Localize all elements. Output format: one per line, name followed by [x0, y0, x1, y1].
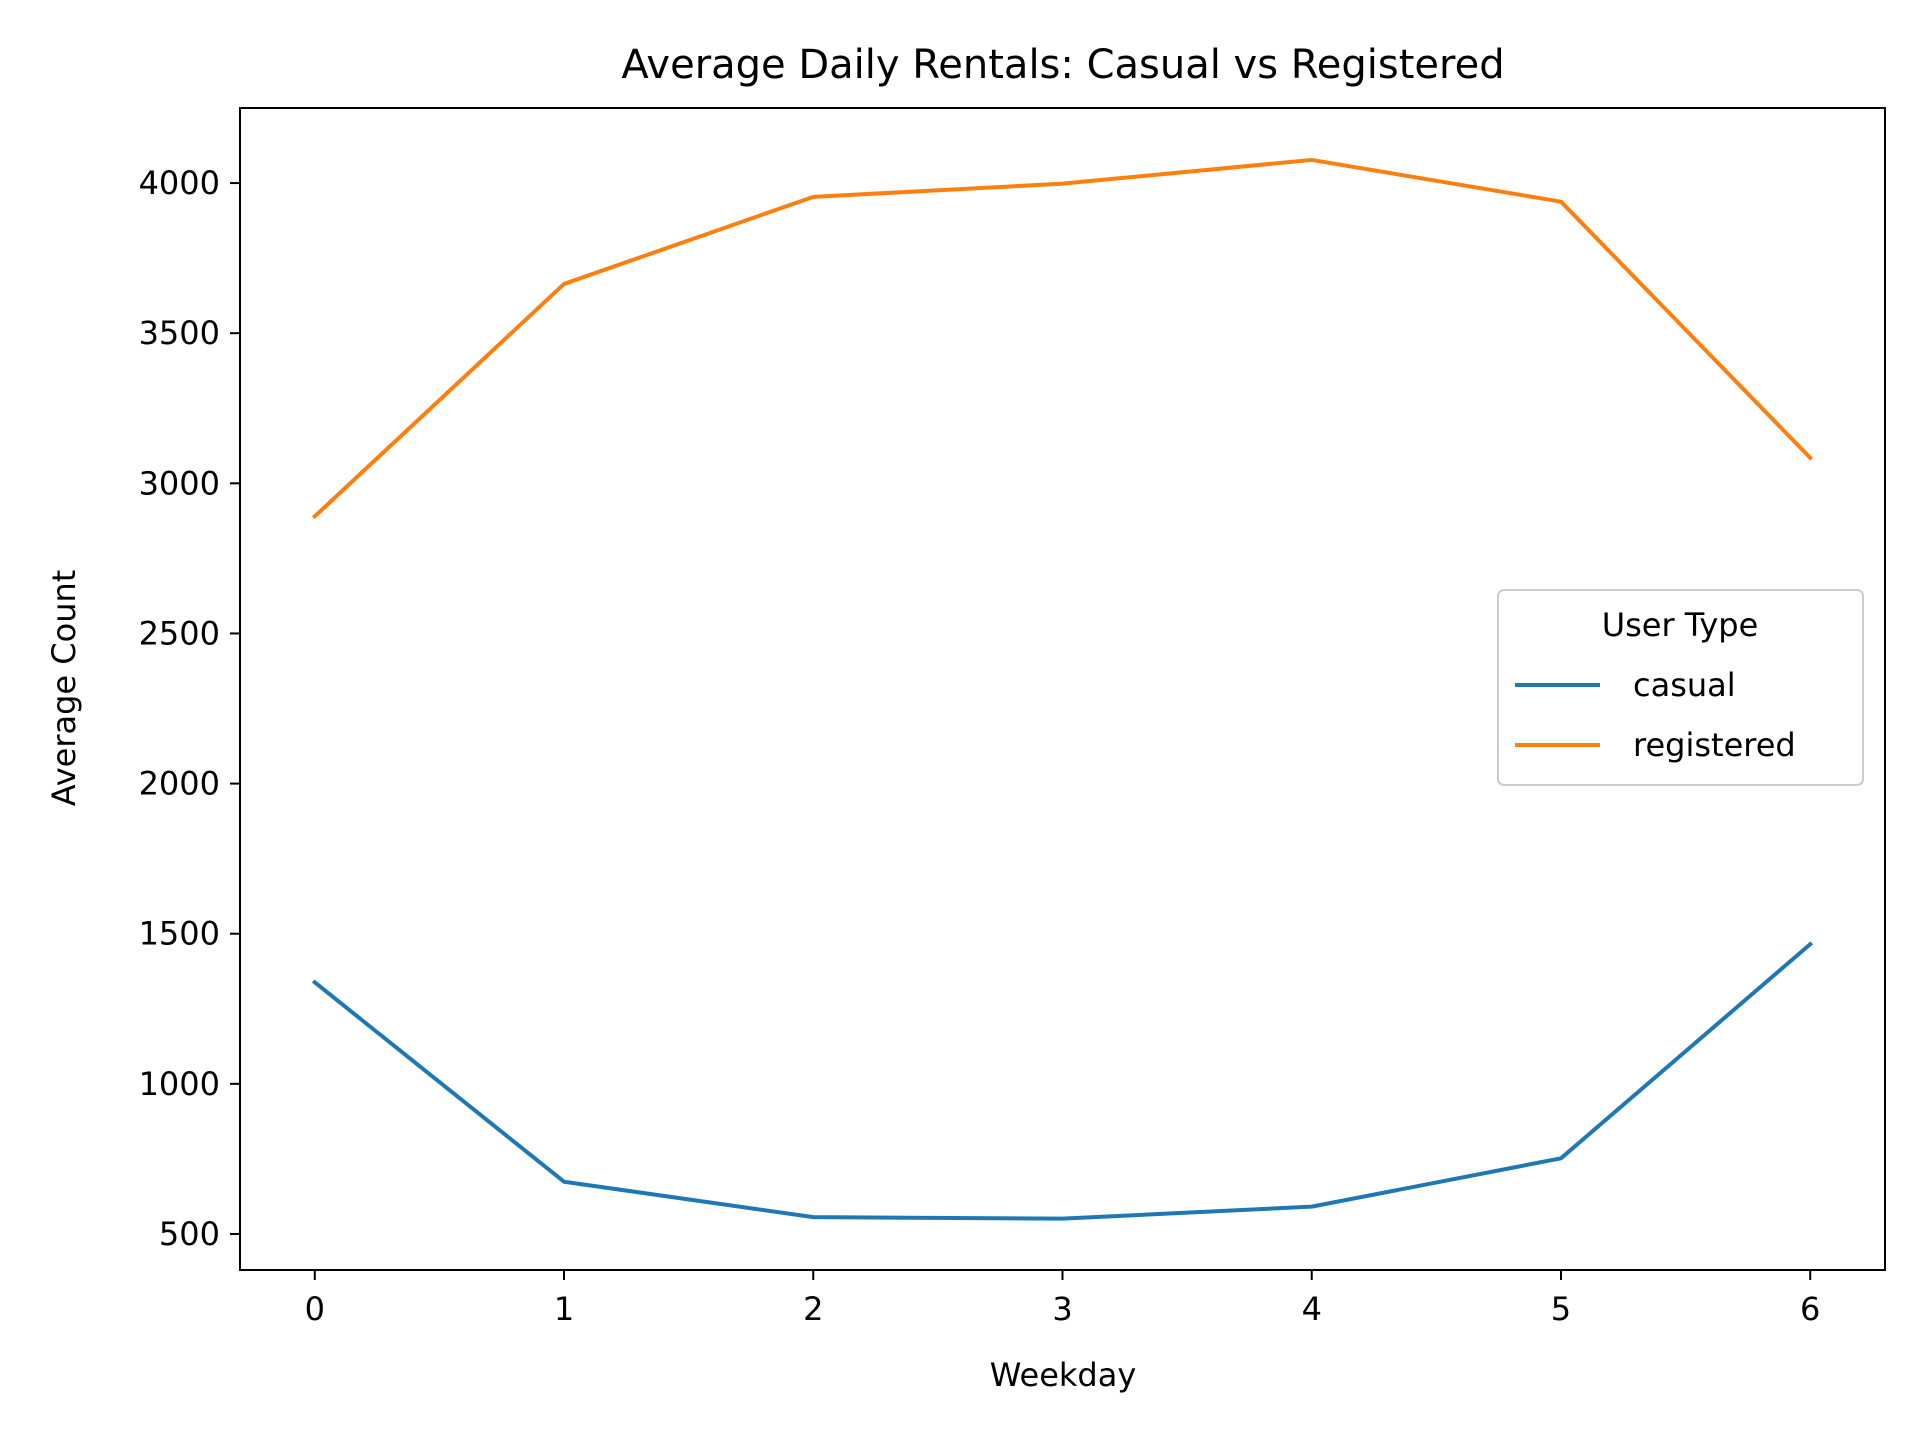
data-point-casual-5 [1560, 1158, 1561, 1159]
chart-title: Average Daily Rentals: Casual vs Registe… [621, 42, 1504, 88]
series-line-casual [311, 941, 1814, 1221]
data-point-casual-1 [564, 1181, 565, 1182]
x-tick-label: 5 [1551, 1290, 1571, 1328]
data-point-casual-6 [1810, 944, 1811, 945]
legend-label-casual: casual [1633, 666, 1736, 704]
y-axis-title: Average Count [45, 570, 83, 807]
plot-area: 0 1 2 3 4 5 6 500 1000 1500 2000 2500 3000 3500 4000 [139, 107, 1886, 1328]
x-axis-title: Weekday [990, 1356, 1137, 1394]
data-point-registered-1 [564, 283, 565, 284]
legend-label-registered: registered [1633, 726, 1796, 764]
y-tick-label: 3000 [139, 464, 220, 502]
x-tick-label: 3 [1052, 1290, 1072, 1328]
data-point-registered-5 [1560, 201, 1561, 202]
legend-title: User Type [1602, 606, 1759, 644]
y-tick-label: 4000 [139, 164, 220, 202]
data-point-registered-0 [314, 516, 315, 517]
data-point-registered-6 [1810, 457, 1811, 458]
data-point-registered-3 [1062, 183, 1063, 184]
y-tick-label: 500 [159, 1215, 220, 1253]
y-tick-label: 2500 [139, 614, 220, 652]
y-tick-label: 3500 [139, 314, 220, 352]
x-tick-label: 0 [305, 1290, 325, 1328]
data-point-casual-3 [1062, 1218, 1063, 1219]
data-point-casual-4 [1311, 1206, 1312, 1207]
x-tick-label: 4 [1302, 1290, 1322, 1328]
data-point-registered-2 [813, 196, 814, 197]
y-tick-label: 1500 [139, 915, 220, 953]
x-tick-label: 6 [1800, 1290, 1820, 1328]
data-point-registered-4 [1311, 159, 1312, 160]
y-tick-label: 2000 [139, 765, 220, 803]
series-line-registered [311, 157, 1814, 520]
x-tick-label: 1 [554, 1290, 574, 1328]
data-point-casual-2 [813, 1217, 814, 1218]
x-tick-label: 2 [803, 1290, 823, 1328]
data-point-casual-0 [314, 982, 315, 983]
y-tick-label: 1000 [139, 1065, 220, 1103]
legend-box [1497, 589, 1864, 786]
legend: User Type casual registered [1497, 589, 1864, 786]
